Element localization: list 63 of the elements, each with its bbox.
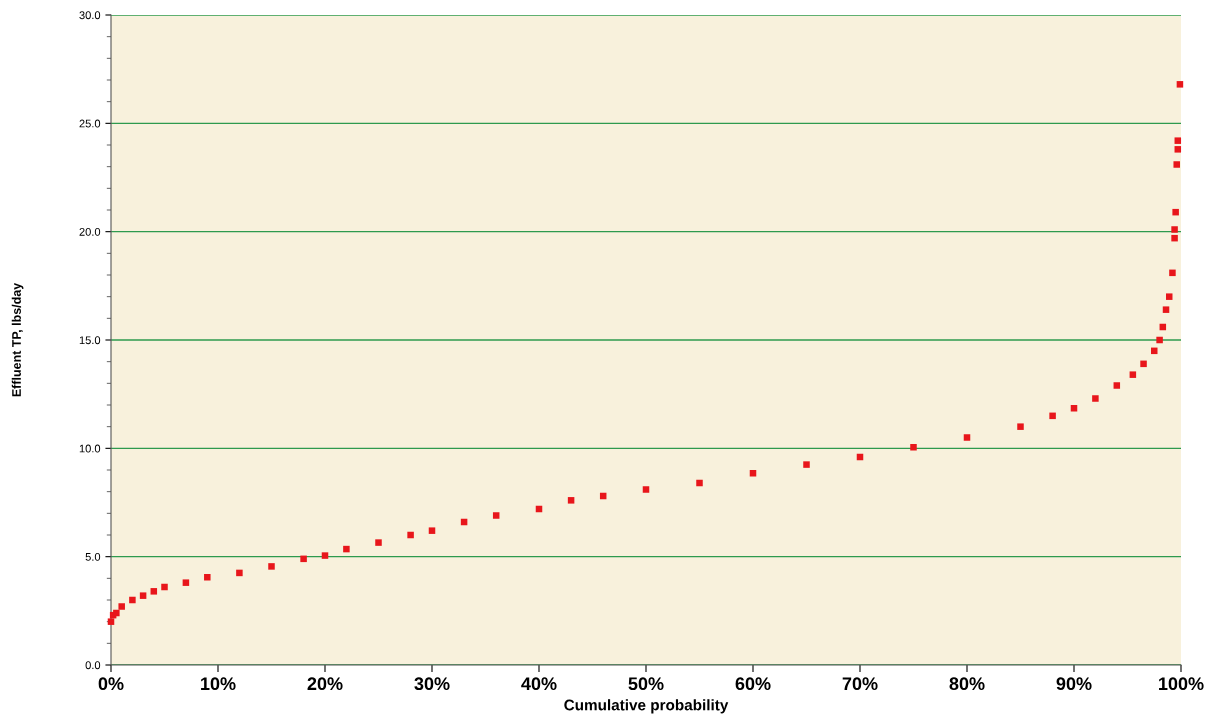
x-tick-label: 60% bbox=[735, 677, 771, 691]
x-tick-label: 40% bbox=[521, 677, 557, 691]
point bbox=[492, 512, 500, 519]
point bbox=[300, 555, 307, 563]
point bbox=[1171, 234, 1178, 242]
x-tick-label: 10% bbox=[201, 677, 236, 691]
y-tick-label: 25.0 bbox=[79, 119, 101, 128]
point bbox=[182, 579, 190, 586]
point bbox=[343, 545, 350, 553]
point bbox=[1017, 423, 1024, 430]
point bbox=[749, 469, 757, 477]
point bbox=[803, 461, 810, 468]
point bbox=[1049, 412, 1056, 420]
point bbox=[268, 563, 275, 570]
point bbox=[1150, 347, 1158, 355]
y-axis-title: Effluent TP, lbs/day bbox=[11, 282, 24, 397]
x-tick-label: 100% bbox=[1159, 677, 1204, 691]
point bbox=[407, 531, 414, 539]
point bbox=[963, 434, 971, 441]
x-tick-label: 30% bbox=[414, 677, 450, 691]
point bbox=[1172, 208, 1179, 216]
point bbox=[1156, 336, 1163, 344]
point bbox=[428, 527, 436, 534]
x-tick-label: 90% bbox=[1056, 677, 1092, 691]
point bbox=[1169, 269, 1176, 277]
point bbox=[375, 539, 382, 546]
point bbox=[1171, 226, 1178, 233]
point bbox=[1140, 360, 1147, 368]
point bbox=[1113, 382, 1121, 389]
point bbox=[1174, 137, 1182, 144]
x-tick-label: 20% bbox=[307, 677, 343, 691]
point bbox=[321, 552, 329, 559]
y-tick-label: 15.0 bbox=[79, 336, 101, 345]
point bbox=[139, 592, 147, 599]
point bbox=[696, 479, 703, 487]
point bbox=[567, 497, 575, 504]
point bbox=[204, 573, 211, 581]
x-tick-label: 80% bbox=[949, 677, 985, 691]
x-tick-label: 0% bbox=[98, 677, 124, 691]
point bbox=[910, 443, 917, 451]
y-tick-label: 10.0 bbox=[79, 444, 101, 453]
point bbox=[129, 596, 136, 604]
point bbox=[1162, 306, 1170, 313]
point bbox=[1176, 81, 1184, 88]
y-tick-label: 20.0 bbox=[79, 227, 101, 236]
point bbox=[1165, 293, 1173, 300]
x-tick-label: 70% bbox=[842, 677, 878, 691]
y-tick-label: 5.0 bbox=[85, 552, 101, 561]
point bbox=[118, 603, 125, 610]
point bbox=[1173, 161, 1180, 168]
x-tick-label: 50% bbox=[628, 677, 664, 691]
point bbox=[642, 486, 650, 493]
point bbox=[1070, 404, 1078, 412]
x-axis-title: Cumulative probability bbox=[564, 699, 729, 714]
point bbox=[1129, 371, 1137, 378]
point bbox=[1174, 146, 1182, 153]
point bbox=[150, 588, 158, 595]
y-tick-label: 0.0 bbox=[85, 661, 101, 670]
point bbox=[236, 569, 243, 577]
point bbox=[113, 609, 120, 617]
point bbox=[161, 583, 168, 591]
y-tick-label: 30.0 bbox=[79, 11, 101, 20]
point bbox=[1092, 395, 1099, 402]
